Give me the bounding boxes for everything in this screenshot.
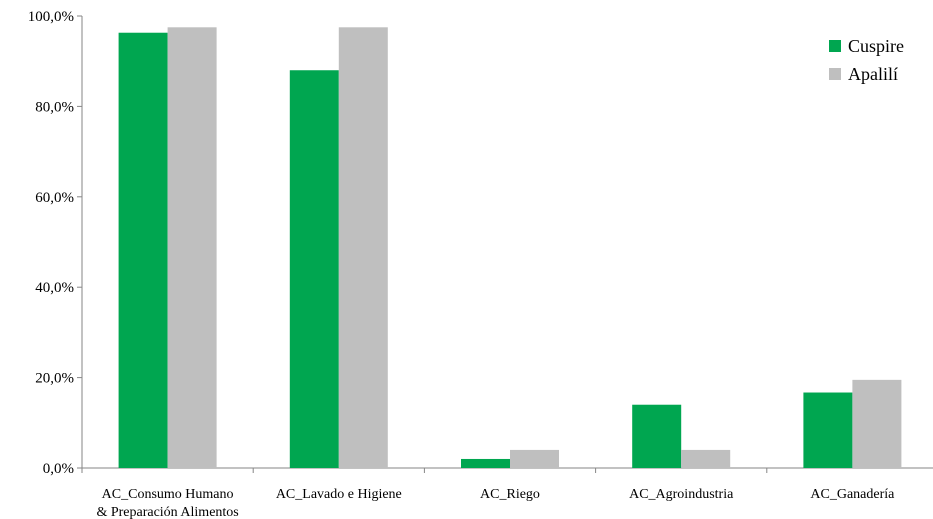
bar-cuspire-2 — [461, 458, 510, 468]
bar-apalil--2 — [510, 449, 559, 468]
bar-cuspire-1 — [289, 70, 339, 469]
y-tick-label: 60,0% — [35, 190, 74, 206]
bar-apalil--0 — [167, 27, 217, 469]
y-axis: 0,0% 20,0% 40,0% 60,0% 80,0% 100,0% — [28, 9, 83, 477]
y-tick-label: 0,0% — [43, 461, 74, 477]
legend-label: Cuspire — [848, 36, 904, 56]
bar-apalil--1 — [338, 27, 388, 469]
bars — [118, 27, 902, 469]
x-category-label: AC_Lavado e Higiene — [276, 487, 402, 502]
legend-swatch — [829, 40, 841, 52]
y-tick-label: 20,0% — [35, 371, 74, 387]
y-tick-label: 40,0% — [35, 280, 74, 296]
bar-apalil--3 — [681, 449, 731, 468]
x-category-label: AC_Riego — [480, 487, 540, 502]
y-tick-label: 80,0% — [35, 99, 74, 115]
x-category-label: & Preparación Alimentos — [96, 505, 238, 519]
x-category-label: AC_Agroindustria — [629, 487, 734, 502]
x-category-label: AC_Ganadería — [810, 487, 895, 502]
x-category-label: AC_Consumo Humano — [102, 487, 234, 502]
legend-swatch — [829, 68, 841, 80]
y-tick-label: 100,0% — [28, 9, 74, 25]
bar-apalil--4 — [852, 379, 902, 468]
bar-cuspire-4 — [803, 392, 853, 468]
bar-cuspire-3 — [632, 404, 682, 468]
legend: Cuspire Apalilí — [829, 36, 904, 84]
x-axis: AC_Consumo Humano & Preparación Alimentos… — [81, 467, 933, 519]
bar-cuspire-0 — [118, 32, 168, 468]
legend-label: Apalilí — [848, 64, 898, 84]
